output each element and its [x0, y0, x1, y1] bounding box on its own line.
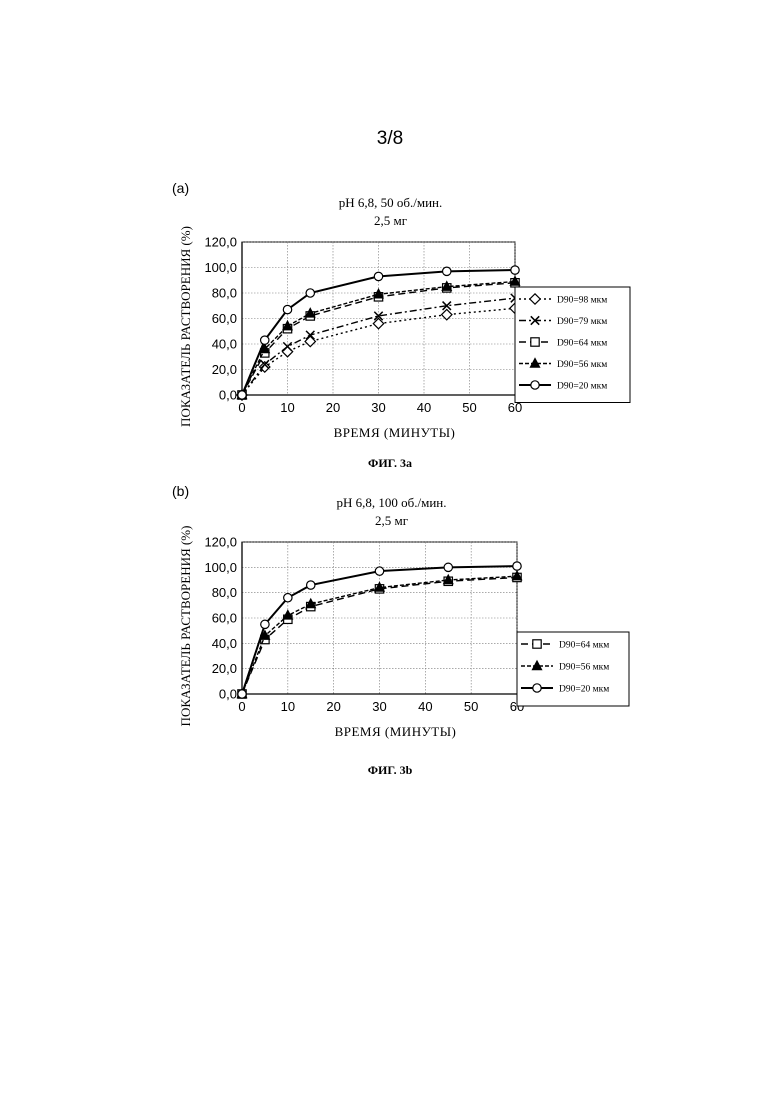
- data-point: [444, 563, 452, 571]
- legend-label: D90=98 мкм: [557, 296, 607, 306]
- page-number: 3/8: [0, 128, 780, 150]
- x-tick-label: 0: [238, 699, 245, 714]
- legend-label: D90=64 мкм: [557, 339, 607, 349]
- x-tick-label: 50: [464, 699, 478, 714]
- x-tick-label: 30: [371, 400, 385, 415]
- y-tick-label: 0,0: [219, 687, 237, 702]
- data-point: [238, 690, 246, 698]
- legend-label: D90=20 мкм: [557, 382, 607, 392]
- data-point: [238, 391, 246, 399]
- chart-a: pH 6,8, 50 об./мин.2,5 мг01020304050600,…: [0, 190, 780, 480]
- data-point: [511, 266, 519, 274]
- legend-swatch-marker: [533, 640, 541, 648]
- x-tick-label: 10: [281, 699, 295, 714]
- data-point: [307, 581, 315, 589]
- x-tick-label: 50: [462, 400, 476, 415]
- y-tick-label: 80,0: [212, 585, 237, 600]
- legend-swatch-marker: [533, 684, 541, 692]
- y-tick-label: 80,0: [212, 286, 237, 301]
- legend-label: D90=56 мкм: [557, 360, 607, 370]
- legend-swatch-marker: [531, 338, 539, 346]
- chart-title: pH 6,8, 100 об./мин.: [336, 495, 446, 510]
- legend-label: D90=79 мкм: [557, 317, 607, 327]
- legend-label: D90=56 мкм: [559, 663, 609, 673]
- x-tick-label: 10: [280, 400, 294, 415]
- y-tick-label: 120,0: [204, 535, 237, 550]
- legend-label: D90=64 мкм: [559, 641, 609, 651]
- y-tick-label: 60,0: [212, 611, 237, 626]
- chart-title: pH 6,8, 50 об./мин.: [339, 195, 443, 210]
- legend: D90=64 мкм D90=56 мкм D90=20 мкм: [517, 632, 629, 706]
- y-tick-label: 40,0: [212, 636, 237, 651]
- x-tick-label: 20: [326, 400, 340, 415]
- chart-subtitle: 2,5 мг: [374, 213, 407, 228]
- y-tick-label: 40,0: [212, 337, 237, 352]
- chart-subtitle: 2,5 мг: [375, 513, 408, 528]
- legend: D90=98 мкм D90=79 мкм D90=64 мкм D90=56 мкм…: [515, 287, 630, 403]
- figure-caption-a: ФИГ. 3a: [0, 456, 780, 471]
- y-tick-label: 20,0: [212, 661, 237, 676]
- data-point: [513, 562, 521, 570]
- data-point: [374, 272, 382, 280]
- data-point: [375, 567, 383, 575]
- x-tick-label: 40: [418, 699, 432, 714]
- x-axis-label: ВРЕМЯ (МИНУТЫ): [334, 425, 456, 440]
- chart-b: pH 6,8, 100 об./мин.2,5 мг01020304050600…: [0, 490, 780, 780]
- x-tick-label: 20: [326, 699, 340, 714]
- x-tick-label: 0: [238, 400, 245, 415]
- y-tick-label: 60,0: [212, 311, 237, 326]
- x-tick-label: 30: [372, 699, 386, 714]
- y-tick-label: 0,0: [219, 388, 237, 403]
- x-axis-label: ВРЕМЯ (МИНУТЫ): [335, 724, 457, 739]
- y-tick-label: 120,0: [204, 235, 237, 250]
- legend-swatch-marker: [531, 381, 539, 389]
- legend-label: D90=20 мкм: [559, 685, 609, 695]
- data-point: [283, 305, 291, 313]
- data-point: [443, 267, 451, 275]
- x-tick-label: 40: [417, 400, 431, 415]
- y-axis-label: ПОКАЗАТЕЛЬ РАСТВОРЕНИЯ (%): [178, 526, 193, 727]
- y-tick-label: 20,0: [212, 362, 237, 377]
- data-point: [261, 620, 269, 628]
- data-point: [306, 289, 314, 297]
- y-tick-label: 100,0: [204, 560, 237, 575]
- y-axis-label: ПОКАЗАТЕЛЬ РАСТВОРЕНИЯ (%): [178, 226, 193, 427]
- data-point: [284, 594, 292, 602]
- y-tick-label: 100,0: [204, 260, 237, 275]
- figure-caption-b: ФИГ. 3b: [0, 763, 780, 778]
- data-point: [261, 336, 269, 344]
